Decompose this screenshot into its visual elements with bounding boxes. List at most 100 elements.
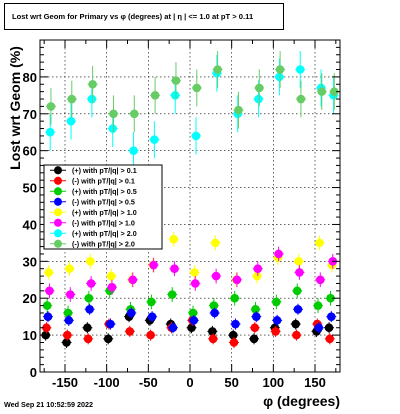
data-point [83,323,92,333]
axes: -150 -100 -50 0 50 100 150 0 10 20 30 40 50 60 70 80 [23,39,340,390]
data-point [213,65,222,74]
data-point [317,87,327,96]
data-point [230,293,240,303]
y-tick-label: 0 [30,365,37,380]
legend-label: (+) with pT/|q| > 0.1 [72,166,137,175]
x-axis-label: φ (degrees) [263,393,340,409]
data-point [45,286,54,296]
data-point [251,312,261,321]
data-point [253,264,263,274]
data-point [147,297,156,307]
data-point [86,257,95,266]
data-point [84,293,94,303]
data-point [209,301,219,310]
data-point [251,304,260,314]
data-point [126,308,136,318]
data-point [211,271,221,281]
data-point [274,249,283,259]
legend-label: (+) with pT/|q| > 0.5 [72,187,137,196]
data-point [326,293,335,303]
y-tick-label: 50 [23,181,37,196]
data-point [62,330,72,340]
data-point [43,312,53,321]
series-5 [44,246,338,302]
data-point [324,323,334,333]
data-point [88,79,97,89]
chart-title: Lost wrt Geom for Primary vs φ (degrees)… [4,3,284,30]
data-point [188,308,198,318]
series-2 [42,283,336,321]
data-point [171,76,181,85]
data-point [254,83,264,93]
data-point [67,94,77,104]
data-point [87,94,97,104]
legend-marker [54,229,62,238]
data-point [190,268,199,277]
legend-label: (-) with pT/|q| > 1.0 [72,218,135,227]
series-6 [45,51,339,170]
data-point [45,127,55,137]
data-point [229,338,239,347]
series-0 [40,311,335,349]
data-point [294,257,304,266]
y-axis-label: Lost wrt Geom (%) [7,46,23,170]
data-point [150,135,159,144]
legend-marker [54,176,62,185]
data-point [146,330,155,340]
data-point [109,109,118,119]
data-point [170,264,179,274]
data-point [167,290,177,299]
data-point [275,65,285,74]
data-point [65,264,74,274]
legend-label: (+) with pT/|q| > 1.0 [72,208,137,217]
data-point [292,330,301,340]
legend-marker [54,187,62,196]
data-point [231,319,240,329]
data-point [272,316,282,325]
data-point [149,260,158,270]
data-point [272,297,281,307]
data-point [85,304,94,314]
data-point [249,334,259,344]
x-tick-label: 150 [304,375,326,390]
y-tick-label: 20 [23,291,37,306]
x-tick-label: -100 [94,375,120,390]
x-tick-label: -150 [52,375,78,390]
data-point [168,323,178,333]
series-3 [42,303,337,334]
legend-box [43,164,163,250]
data-point [192,83,202,93]
data-point [189,316,199,325]
y-tick-label: 10 [23,328,37,343]
data-point [296,94,306,104]
data-point [326,312,336,321]
y-tick-label: 60 [23,144,37,159]
data-point [271,327,280,336]
y-tick-label: 40 [23,217,37,232]
data-point [108,124,118,133]
data-point [315,238,324,248]
data-point [169,234,179,244]
data-point [65,290,75,299]
data-point [129,109,139,119]
x-tick-label: 100 [262,375,284,390]
data-point [314,323,324,333]
data-point [291,319,301,329]
data-point [170,91,180,100]
legend-marker [54,218,62,227]
data-point [107,282,117,292]
data-point [62,338,71,347]
data-point [63,308,73,318]
data-point [42,323,51,333]
timestamp: Wed Sep 21 10:52:59 2022 [4,400,93,409]
data-point [129,146,138,155]
data-point [313,301,323,310]
legend-marker [54,197,62,206]
y-tick-label: 70 [23,107,37,122]
data-point [42,301,52,310]
data-point [232,275,242,285]
legend-label: (-) with pT/|q| > 0.5 [72,197,135,206]
data-point [252,271,262,281]
y-tick-label: 30 [23,254,37,269]
data-point [187,323,196,333]
